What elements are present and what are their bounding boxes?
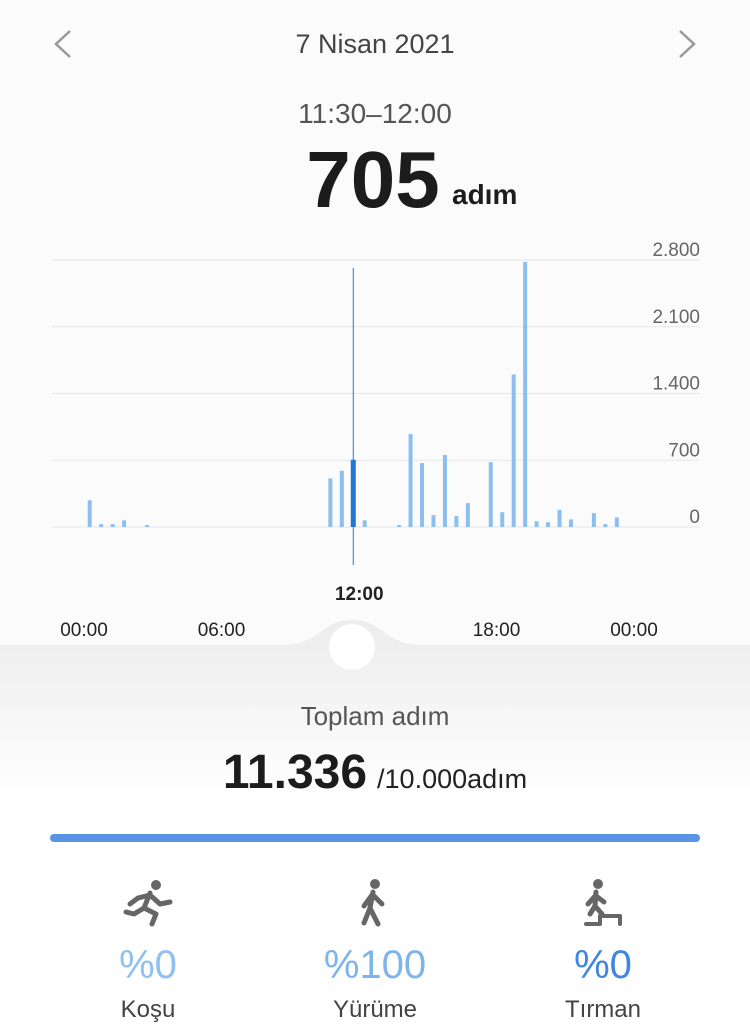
bar	[328, 478, 333, 527]
y-tick-label: 0	[689, 507, 700, 528]
bar	[420, 463, 425, 527]
bar	[500, 512, 505, 527]
bar	[465, 503, 470, 527]
bar	[122, 520, 127, 527]
bar	[442, 455, 447, 527]
y-tick-label: 2.100	[652, 307, 700, 328]
steps-unit: adım	[452, 179, 517, 210]
bar	[339, 470, 344, 527]
total-steps: 11.336	[223, 746, 367, 799]
activity-percent: %0	[574, 943, 632, 987]
next-day[interactable]	[679, 30, 696, 58]
y-tick-label: 1.400	[652, 374, 700, 395]
activity-name: Tırman	[565, 996, 641, 1023]
bar	[110, 524, 115, 527]
bar	[546, 522, 551, 527]
bar	[614, 517, 619, 527]
bar	[408, 434, 413, 527]
bar	[603, 524, 608, 527]
activity-icons	[123, 879, 622, 927]
summary-panel	[0, 620, 750, 1024]
activity-percent: %0	[119, 943, 177, 987]
goal: /10.000adım	[377, 764, 527, 794]
chart: 0 700 1.400 2.100 2.800 00:00 06:00 12:00 18:00 0…	[52, 240, 700, 641]
y-tick-label: 2.800	[652, 240, 700, 261]
x-tick-label: 00:00	[60, 620, 108, 641]
walking-icon	[361, 879, 385, 927]
bar	[87, 500, 92, 527]
x-tick-label: 12:00	[335, 584, 384, 605]
selected-steps: 705	[306, 135, 439, 224]
time-slider-handle[interactable]	[329, 624, 375, 670]
y-tick-label: 700	[668, 440, 700, 461]
bar	[350, 459, 356, 527]
bar	[99, 524, 104, 527]
prev-day[interactable]	[54, 30, 71, 58]
bar	[511, 374, 516, 527]
bar	[523, 261, 528, 527]
activities: %0 Koşu %100 Yürüme %0 Tırman	[119, 943, 641, 1023]
bar	[397, 525, 402, 527]
bar	[362, 520, 367, 527]
x-tick-label: 18:00	[473, 620, 521, 641]
activity-name: Koşu	[121, 996, 176, 1023]
progress-bar	[50, 834, 700, 842]
bar	[431, 515, 436, 527]
x-tick-label: 00:00	[610, 620, 658, 641]
activity-name: Yürüme	[333, 996, 417, 1023]
activity-percent: %100	[324, 943, 426, 987]
total: 11.336/10.000adım	[223, 746, 527, 799]
climbing-icon	[584, 879, 622, 926]
bar	[454, 516, 459, 527]
x-tick-label: 06:00	[198, 620, 246, 641]
bar	[568, 519, 573, 527]
bar	[145, 525, 150, 527]
bar	[534, 521, 539, 527]
date: 7 Nisan 2021	[295, 29, 454, 59]
running-icon	[123, 880, 173, 927]
time-range: 11:30–12:00	[298, 98, 452, 129]
bar	[557, 509, 562, 527]
bar	[591, 513, 596, 527]
total-label: Toplam adım	[301, 701, 450, 731]
bar	[488, 462, 493, 527]
